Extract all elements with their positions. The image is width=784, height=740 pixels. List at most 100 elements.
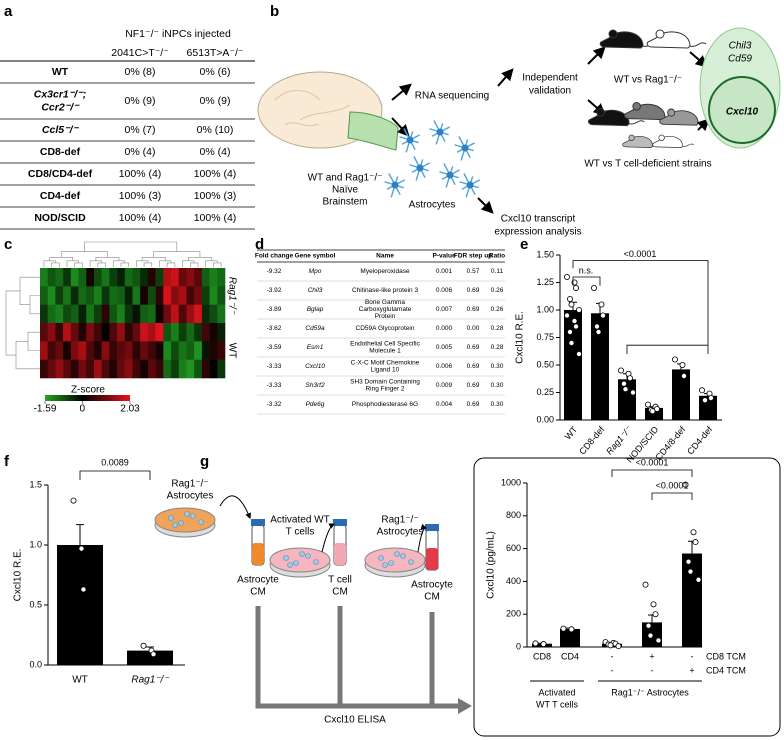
y-tick-label: 0 bbox=[516, 641, 521, 651]
heatmap-cell bbox=[101, 359, 110, 379]
astrocyte bbox=[454, 136, 476, 161]
heatmap-cell bbox=[70, 286, 79, 305]
heatmap-cell bbox=[109, 268, 118, 287]
cell bbox=[299, 551, 305, 557]
x-tick-label: WT bbox=[72, 675, 88, 686]
cell bbox=[184, 511, 190, 517]
table-cell: Protein bbox=[375, 313, 396, 320]
row-label: CD8-def bbox=[40, 146, 81, 158]
dendrogram bbox=[190, 262, 199, 267]
table-cell: -9.32 bbox=[267, 268, 282, 275]
heatmap-cell bbox=[117, 286, 126, 305]
data-point bbox=[642, 581, 649, 588]
data-point bbox=[687, 568, 694, 575]
table-cell: 0.009 bbox=[436, 382, 453, 389]
heatmap-cell bbox=[201, 286, 210, 305]
diagram-label: Rag1⁻/⁻ bbox=[171, 479, 208, 490]
data-point bbox=[573, 323, 580, 330]
cell bbox=[190, 513, 196, 519]
row-label: CD4-def bbox=[40, 190, 81, 202]
heatmap-cell bbox=[117, 323, 126, 342]
table-cell: Pde6g bbox=[306, 401, 325, 408]
table-cell: 0% (10) bbox=[197, 124, 234, 136]
venn-label: Cxcl10 bbox=[726, 107, 759, 118]
astrocyte bbox=[384, 173, 406, 198]
dendrogram bbox=[153, 251, 201, 258]
row-label: Ccl5⁻/⁻ bbox=[42, 124, 80, 136]
row-label: WT bbox=[52, 66, 69, 78]
table-cell: Chitinase-like protein 3 bbox=[352, 287, 419, 294]
diagram-label: WT vs Rag1⁻/⁻ bbox=[614, 75, 682, 86]
heatmap-cell bbox=[101, 304, 110, 324]
heatmap-cell bbox=[86, 323, 95, 342]
column-header: Gene symbol bbox=[295, 253, 336, 260]
tube-cap bbox=[425, 524, 439, 531]
heatmap-cell bbox=[186, 286, 195, 305]
table-cell: 0% (7) bbox=[125, 124, 156, 136]
y-tick-label: 1.00 bbox=[536, 304, 554, 314]
heatmap-cell bbox=[186, 268, 195, 287]
data-point bbox=[621, 380, 628, 387]
dendrogram bbox=[51, 262, 60, 267]
condition-mark: + bbox=[649, 651, 654, 661]
data-point bbox=[576, 350, 583, 357]
table-cell: -3.89 bbox=[267, 306, 282, 313]
column-header: FDR step up bbox=[454, 253, 492, 260]
table-cell: -3.59 bbox=[267, 344, 282, 351]
heatmap-cell bbox=[101, 286, 110, 305]
heatmap-cell bbox=[186, 341, 195, 360]
data-point bbox=[140, 642, 147, 649]
dendrogram bbox=[159, 260, 172, 267]
heatmap-cell bbox=[55, 304, 64, 324]
cell bbox=[287, 562, 293, 568]
cell bbox=[313, 559, 319, 565]
diagram-label: WT vs T cell-deficient strains bbox=[584, 159, 711, 170]
heatmap-cell bbox=[55, 359, 64, 379]
heatmap-cell bbox=[194, 323, 203, 342]
table-cell: 100% (4) bbox=[119, 168, 162, 180]
heatmap-cell bbox=[101, 323, 110, 342]
heatmap-cell bbox=[163, 268, 172, 287]
heatmap-cell bbox=[70, 268, 79, 287]
heatmap-cell bbox=[47, 286, 56, 305]
table-cell: Carboxyglutamate bbox=[359, 306, 412, 313]
dendrogram bbox=[5, 276, 40, 370]
heatmap-cell bbox=[178, 323, 187, 342]
diagram-label: validation bbox=[529, 86, 571, 97]
table-cell: 0.26 bbox=[491, 287, 504, 294]
table-cell: Sh3rf2 bbox=[305, 382, 325, 389]
arrow bbox=[587, 46, 606, 65]
y-axis-label: Cxcl10 R.E. bbox=[13, 549, 24, 602]
data-point bbox=[78, 545, 85, 552]
astrocyte bbox=[399, 128, 421, 153]
tube-fill bbox=[426, 548, 438, 570]
mouse bbox=[623, 102, 681, 121]
heatmap-cell bbox=[47, 359, 56, 379]
heatmap-cell bbox=[140, 323, 149, 342]
heatmap-cell bbox=[86, 286, 95, 305]
table-cell: 0% (9) bbox=[200, 95, 231, 107]
y-axis-label: Cxcl10 R.E. bbox=[515, 311, 526, 364]
data-point bbox=[649, 408, 656, 415]
panel-letter: d bbox=[255, 236, 264, 253]
table-cell: Ring Finger 2 bbox=[365, 386, 404, 393]
bar bbox=[127, 650, 173, 665]
heatmap-cell bbox=[132, 286, 141, 305]
x-tick-label: CD4-def bbox=[685, 424, 715, 456]
table-cell: Phosphodiesterase 6G bbox=[352, 401, 418, 408]
heatmap-cell bbox=[124, 268, 133, 287]
significance-label: 0.0089 bbox=[101, 457, 129, 467]
dendrogram bbox=[84, 241, 178, 252]
dendrogram bbox=[188, 257, 212, 261]
heatmap-cell bbox=[147, 268, 156, 287]
heatmap-cell bbox=[86, 268, 95, 287]
heatmap-cell bbox=[171, 286, 180, 305]
heatmap-cell bbox=[186, 359, 195, 379]
table-cell: 100% (4) bbox=[119, 212, 162, 224]
heatmap-cell bbox=[140, 286, 149, 305]
mouse bbox=[622, 134, 664, 148]
bar bbox=[672, 369, 690, 420]
heatmap-cell bbox=[86, 341, 95, 360]
cell bbox=[293, 560, 299, 566]
data-point bbox=[645, 401, 652, 408]
